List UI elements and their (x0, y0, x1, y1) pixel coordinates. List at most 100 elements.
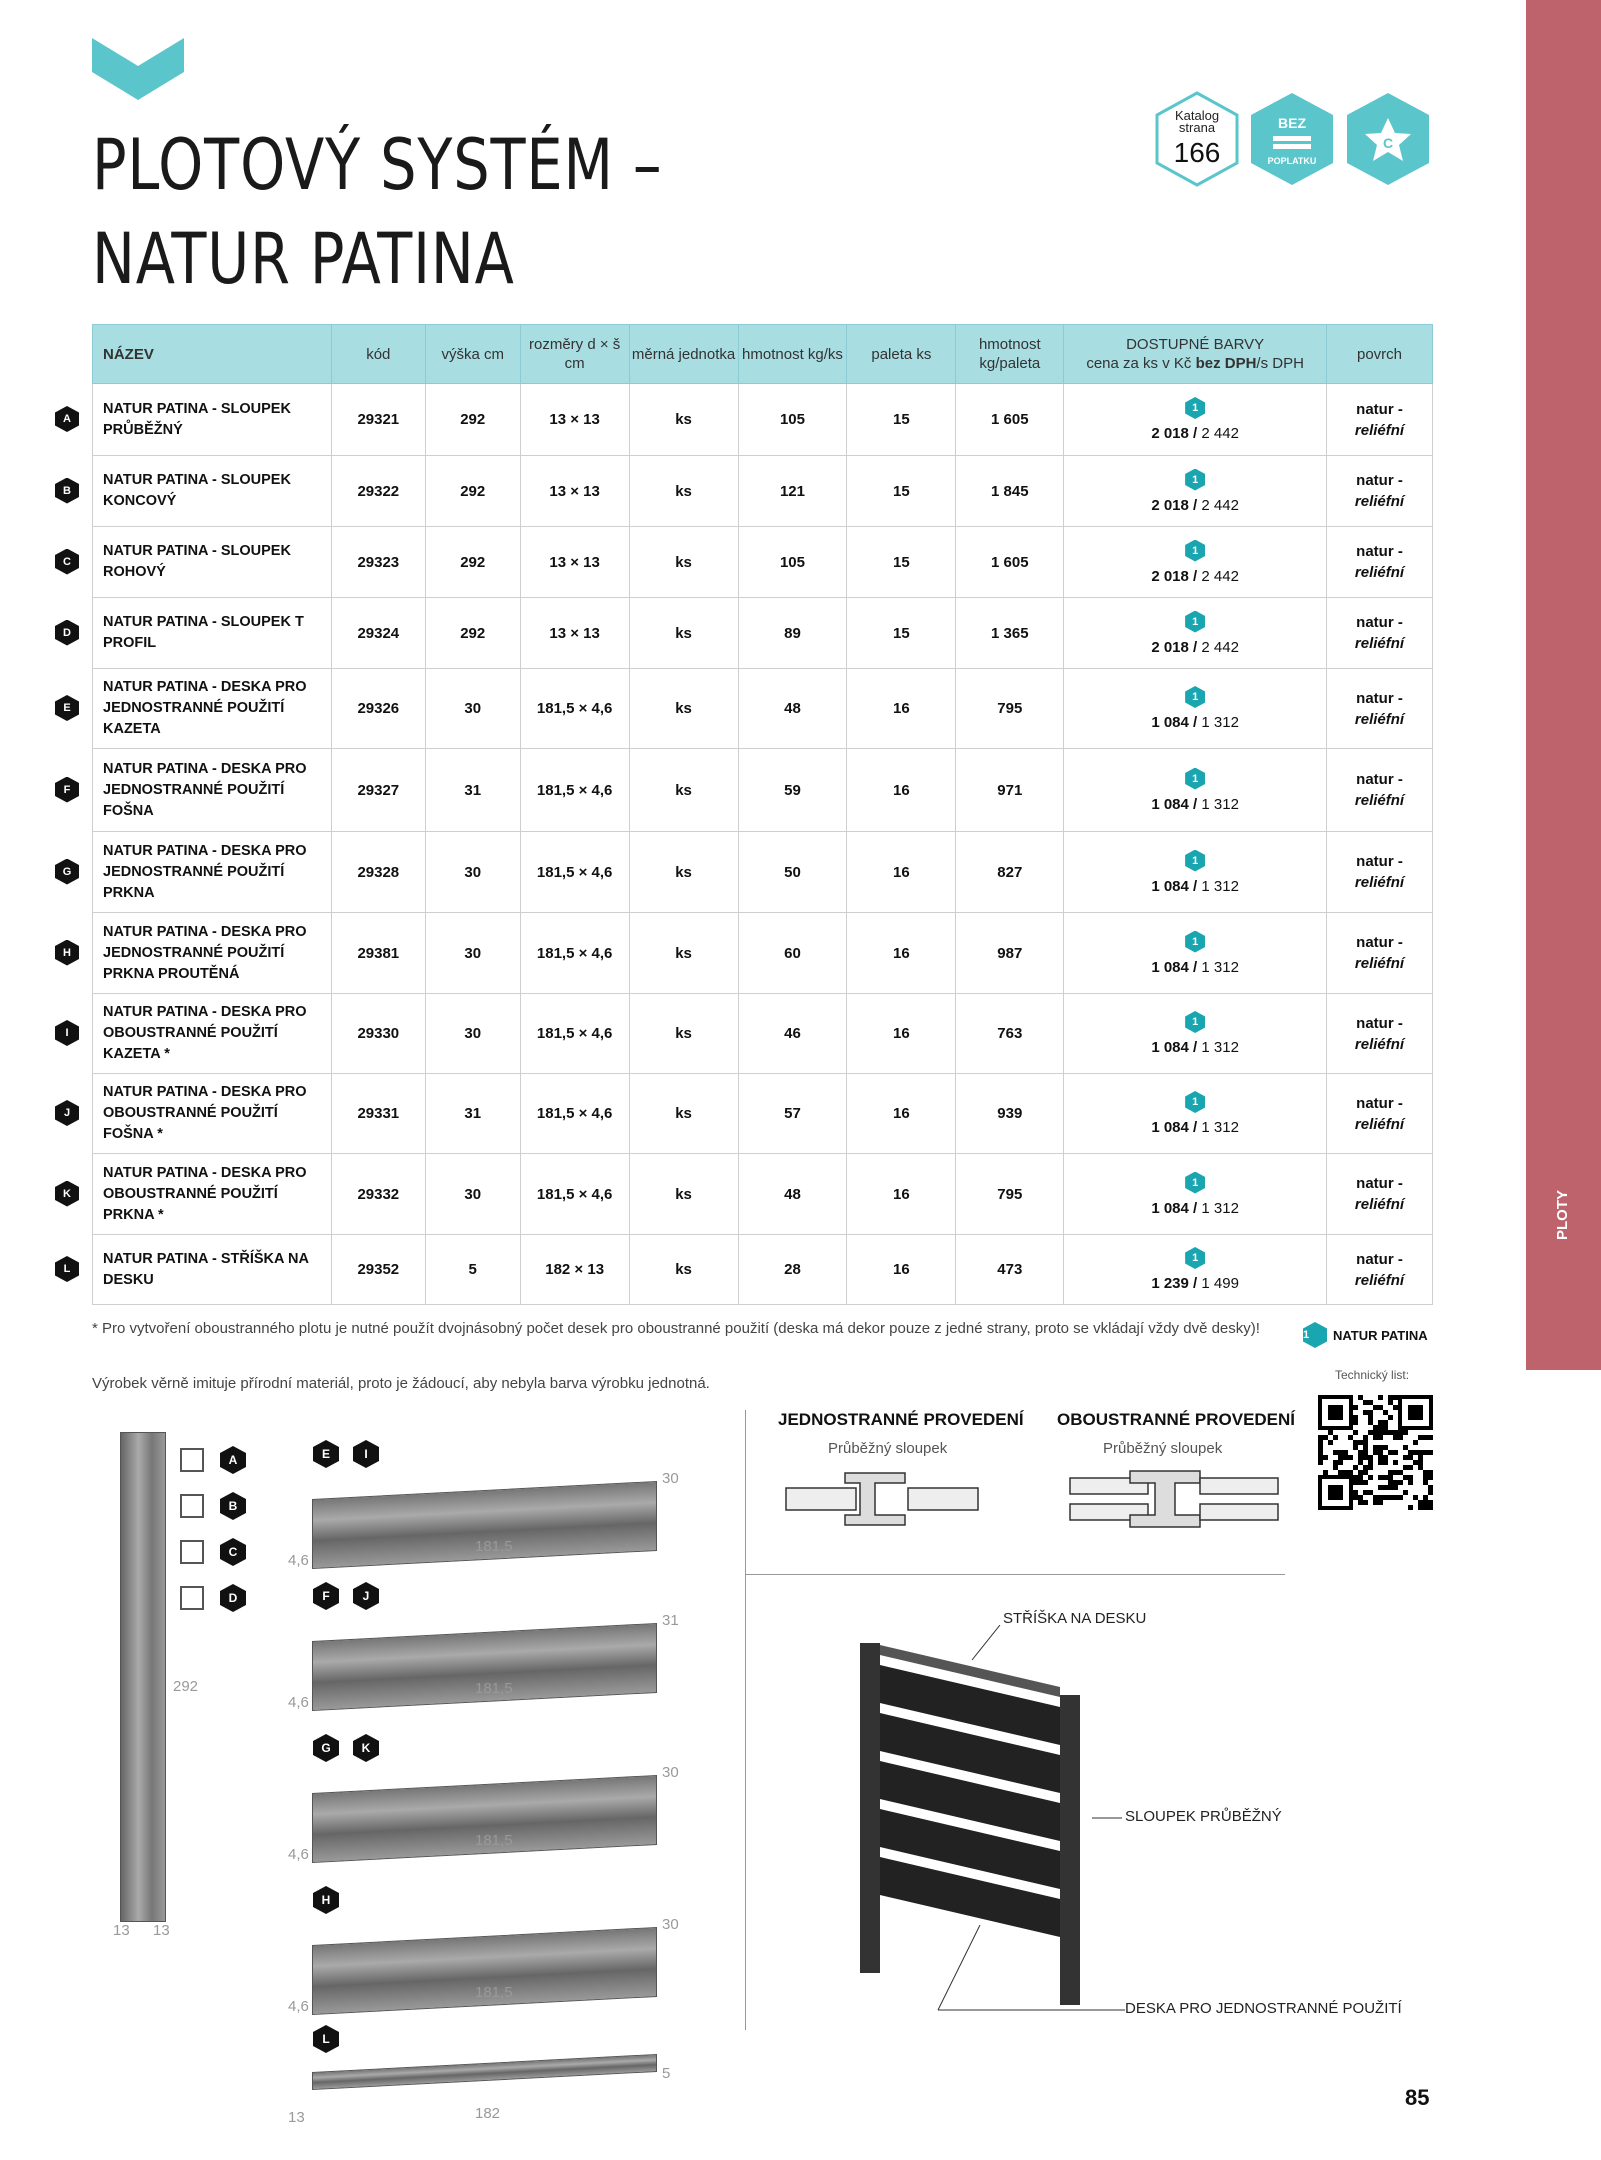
cell-height: 30 (424, 831, 521, 913)
svg-text:C: C (1383, 135, 1393, 151)
post-profile-icon (180, 1448, 204, 1472)
title-line-2: NATUR PATINA (92, 218, 515, 300)
board-height-dim: 5 (662, 2065, 671, 2082)
table-row: NATUR PATINA - DESKA PRO JEDNOSTRANNÉ PO… (92, 748, 1433, 832)
cell-kg: 59 (737, 748, 848, 832)
table-row: NATUR PATINA - SLOUPEK T PROFIL 29324 292 1… (92, 597, 1433, 669)
color-1-icon[interactable]: 1 (1185, 1091, 1206, 1113)
cell-code: 29331 (330, 1073, 426, 1154)
board-length-dim: 182 (475, 2105, 501, 2122)
row-marker: C (55, 548, 79, 575)
color-1-icon[interactable]: 1 (1185, 1171, 1206, 1194)
table-row: NATUR PATINA - DESKA PRO OBOUSTRANNÉ POU… (92, 1153, 1433, 1235)
section-side-tab[interactable]: PLOTY (1526, 0, 1601, 1370)
color-1-icon[interactable]: 1 (1185, 1011, 1206, 1033)
cell-unit: ks (628, 1153, 739, 1235)
color-1-icon[interactable]: 1 (1185, 767, 1206, 790)
post-height-dim: 292 (173, 1678, 199, 1695)
row-marker: L (55, 1256, 79, 1282)
board-height-dim: 30 (662, 1916, 679, 1933)
cell-name: NATUR PATINA - DESKA PRO OBOUSTRANNÉ POU… (92, 1073, 332, 1154)
cell-unit: ks (628, 1073, 739, 1154)
one-side-title: JEDNOSTRANNÉ PROVEDENÍ (778, 1410, 1024, 1429)
cell-surface: natur - reliéfní (1326, 1153, 1433, 1235)
cross-section-diagrams (785, 1470, 1279, 1528)
cell-dims: 181,5 × 4,6 (519, 993, 630, 1074)
color-1-icon[interactable]: 1 (1185, 539, 1206, 562)
cell-name: NATUR PATINA - SLOUPEK KONCOVÝ (92, 455, 332, 527)
product-table: NÁZEV kód výška cm rozměry d × š cm měrná je… (92, 324, 1433, 1305)
cell-pallet: 16 (846, 831, 957, 913)
cell-name: NATUR PATINA - DESKA PRO JEDNOSTRANNÉ PO… (92, 831, 332, 913)
table-row: NATUR PATINA - DESKA PRO OBOUSTRANNÉ POU… (92, 993, 1433, 1074)
cell-code: 29323 (330, 526, 426, 598)
row-marker: J (55, 1100, 79, 1126)
color-1-icon[interactable]: 1 (1185, 849, 1206, 872)
cell-name: NATUR PATINA - DESKA PRO JEDNOSTRANNÉ PO… (92, 748, 332, 832)
cell-dims: 13 × 13 (519, 455, 630, 527)
cell-kg: 50 (737, 831, 848, 913)
cell-name: NATUR PATINA - SLOUPEK ROHOVÝ (92, 526, 332, 598)
cell-unit: ks (628, 383, 739, 456)
qr-code[interactable] (1318, 1395, 1433, 1510)
cell-dims: 13 × 13 (519, 526, 630, 598)
cell-kg: 48 (737, 1153, 848, 1235)
color-1-icon[interactable]: 1 (1185, 686, 1206, 708)
column-header: kód (330, 324, 426, 384)
cell-dims: 13 × 13 (519, 383, 630, 456)
table-row: NATUR PATINA - SLOUPEK ROHOVÝ 29323 292 13 … (92, 526, 1433, 598)
color-1-icon[interactable]: 1 (1185, 1247, 1206, 1269)
board-image (312, 2053, 657, 2091)
color-1-icon[interactable]: 1 (1185, 930, 1206, 953)
cell-dims: 181,5 × 4,6 (519, 912, 630, 994)
cell-dims: 181,5 × 4,6 (519, 1073, 630, 1154)
product-marker: K (353, 1734, 379, 1762)
cell-pallet: 16 (846, 748, 957, 832)
cell-pallet: 15 (846, 526, 957, 598)
table-row: NATUR PATINA - DESKA PRO OBOUSTRANNÉ POU… (92, 1073, 1433, 1154)
cell-kg: 57 (737, 1073, 848, 1154)
color-1-icon[interactable]: 1 (1185, 468, 1206, 491)
table-header: NÁZEV kód výška cm rozměry d × š cm měrná je… (92, 324, 1433, 384)
board-thickness-dim: 13 (288, 2109, 305, 2126)
board-thickness-dim: 4,6 (288, 1846, 309, 1863)
cell-name: NATUR PATINA - DESKA PRO JEDNOSTRANNÉ PO… (92, 668, 332, 749)
product-marker: C (220, 1538, 246, 1566)
divider-vertical (745, 1410, 746, 2030)
post-image (120, 1432, 166, 1922)
cell-kgp: 939 (955, 1073, 1065, 1154)
column-header: NÁZEV (92, 324, 332, 384)
cell-height: 30 (424, 1153, 521, 1235)
cell-name: NATUR PATINA - SLOUPEK T PROFIL (92, 597, 332, 669)
product-marker: I (353, 1440, 379, 1468)
cell-unit: ks (628, 668, 739, 749)
cell-kgp: 971 (955, 748, 1065, 832)
cell-height: 30 (424, 993, 521, 1074)
cell-kgp: 1 605 (955, 383, 1065, 456)
cell-name: NATUR PATINA - STŘÍŠKA NA DESKU (92, 1234, 332, 1305)
cell-surface: natur - reliéfní (1326, 383, 1433, 456)
svg-text:strana: strana (1179, 120, 1216, 135)
cell-code: 29352 (330, 1234, 426, 1305)
color-1-icon[interactable]: 1 (1185, 610, 1206, 633)
table-row: NATUR PATINA - SLOUPEK KONCOVÝ 29322 292 13… (92, 455, 1433, 527)
cell-surface: natur - reliéfní (1326, 831, 1433, 913)
note-natural-material: Výrobek věrně imituje přírodní materiál,… (92, 1375, 710, 1392)
cell-kgp: 1 605 (955, 526, 1065, 598)
product-marker: H (313, 1886, 339, 1914)
column-header: výška cm (424, 324, 521, 384)
cell-kgp: 1 845 (955, 455, 1065, 527)
board-height-dim: 31 (662, 1612, 679, 1629)
table-row: NATUR PATINA - DESKA PRO JEDNOSTRANNÉ PO… (92, 668, 1433, 749)
row-marker: B (55, 477, 79, 504)
cell-surface: natur - reliéfní (1326, 668, 1433, 749)
color-1-icon[interactable]: 1 (1185, 397, 1206, 419)
cell-height: 31 (424, 1073, 521, 1154)
page-title: PLOTOVÝ SYSTÉM – NATUR PATINA (92, 118, 662, 306)
free-delivery-badge: BEZ POPLATKU (1251, 93, 1333, 185)
cell-kgp: 827 (955, 831, 1065, 913)
cell-kg: 46 (737, 993, 848, 1074)
